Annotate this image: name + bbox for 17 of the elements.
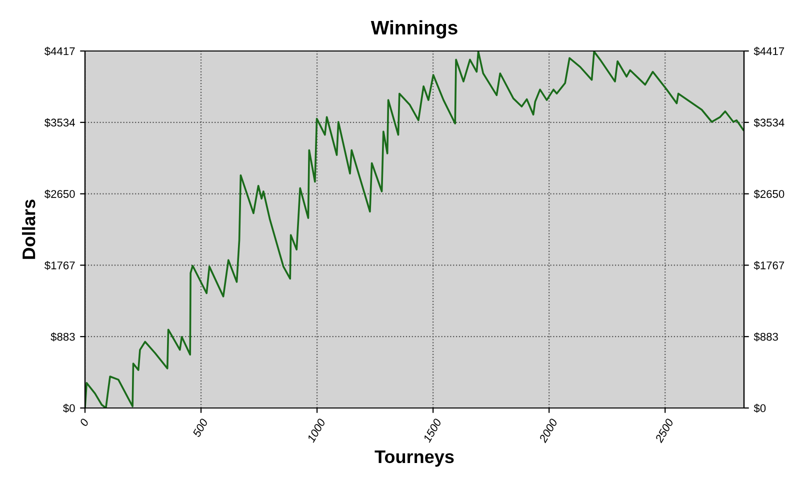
- x-tick-label: 500: [192, 418, 208, 438]
- y-tick-label: $883: [50, 332, 75, 342]
- y-tick-label: $4417: [44, 46, 75, 56]
- y-axis-title: Dollars: [22, 200, 36, 259]
- y2-tick-label: $883: [754, 332, 778, 342]
- y2-tick-label: $3534: [754, 118, 784, 128]
- y-tick-label: $1767: [44, 261, 75, 270]
- y2-tick-label: $2650: [754, 190, 784, 199]
- y2-tick-label: $1767: [754, 261, 784, 270]
- y2-tick-label: $4417: [754, 46, 784, 56]
- chart-title: Winnings: [370, 20, 458, 38]
- y-tick-label: $0: [63, 404, 75, 413]
- x-tick-label: 0: [79, 418, 90, 427]
- x-axis-title: Tourneys: [374, 450, 454, 467]
- y2-tick-label: $0: [754, 404, 766, 413]
- y-tick-label: $3534: [44, 118, 75, 128]
- y-tick-label: $2650: [44, 190, 75, 199]
